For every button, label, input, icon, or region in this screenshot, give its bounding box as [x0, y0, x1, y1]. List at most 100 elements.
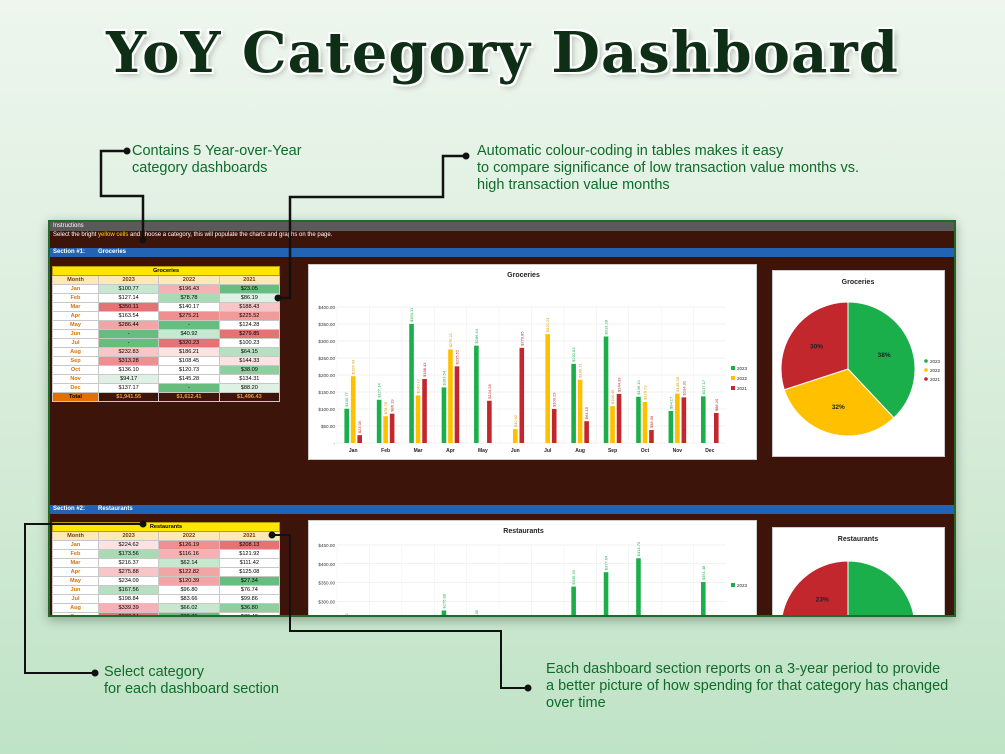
legend-swatch: [731, 366, 735, 370]
data-label: $279.85: [519, 331, 524, 346]
bar: [350, 376, 356, 443]
bar: [700, 396, 706, 443]
legend-label: 2023: [737, 583, 748, 588]
x-tick-label: Jun: [511, 448, 520, 454]
data-label: $377.64: [604, 555, 609, 570]
data-label: $186.21: [578, 362, 583, 377]
legend-swatch: [924, 368, 928, 372]
value-cell: $286.44: [97, 320, 160, 330]
data-label: $275.88: [441, 593, 446, 608]
month-cell: Feb: [52, 293, 99, 303]
year-header: 2023: [97, 531, 160, 541]
value-cell: $232.83: [97, 347, 160, 357]
y-tick-label: -: [333, 441, 335, 446]
table-row: Mar $216.37 $62.14 $111.42: [52, 558, 281, 568]
table-row: Nov $94.17 $145.28 $134.31: [52, 374, 281, 384]
legend-swatch: [731, 376, 735, 380]
bar: [344, 408, 350, 443]
value-cell: $83.66: [158, 594, 220, 604]
value-cell: $36.80: [218, 603, 281, 613]
data-label: $136.10: [636, 379, 641, 394]
value-cell: $196.43: [158, 284, 220, 294]
data-label: $120.73: [642, 385, 647, 400]
value-cell: $70.42: [218, 612, 281, 615]
value-cell: $234.09: [97, 576, 160, 586]
value-cell: $40.92: [158, 329, 220, 339]
value-cell: $225.52: [218, 311, 281, 321]
bar: [389, 413, 395, 443]
x-tick-label: Mar: [414, 448, 423, 454]
section-2-bar: Section #2: Restaurants: [50, 505, 954, 514]
data-label: $145.28: [675, 376, 680, 391]
data-label: $137.17: [701, 379, 706, 394]
value-cell: $121.92: [218, 549, 281, 559]
value-cell: $124.28: [218, 320, 281, 330]
data-label: $64.15: [584, 406, 589, 419]
chart-title: Restaurants: [503, 528, 544, 535]
value-cell: $100.23: [218, 338, 281, 348]
value-cell: $377.64: [97, 612, 160, 615]
y-tick-label: $400.00: [318, 305, 335, 310]
legend-swatch: [731, 583, 735, 587]
value-cell: $99.86: [218, 594, 281, 604]
y-tick-label: $300.00: [318, 599, 335, 604]
month-cell: Nov: [52, 374, 99, 384]
month-cell: Jun: [52, 329, 99, 339]
chart-title: Restaurants: [838, 536, 879, 543]
y-tick-label: $200.00: [318, 373, 335, 378]
data-label: $78.78: [383, 401, 388, 414]
value-cell: $140.17: [158, 302, 220, 312]
table-row: Jul $198.84 $83.66 $99.86: [52, 594, 281, 604]
bar: [512, 429, 518, 443]
x-tick-label: Feb: [381, 448, 390, 454]
table-row: Apr $275.88 $122.82 $125.08: [52, 567, 281, 577]
month-cell: Jul: [52, 338, 99, 348]
groceries-pie-chart: Groceries 38% 32% 30% 2023 2022 2021: [772, 270, 945, 457]
callout-line: over time: [546, 695, 606, 711]
bar: [474, 345, 479, 443]
data-label: $232.83: [571, 347, 576, 362]
value-cell: -: [158, 320, 220, 330]
callout-line: Select category: [104, 664, 204, 680]
legend-label: 2022: [737, 376, 748, 381]
bar: [571, 586, 576, 615]
restaurants-bar-chart: Restaurants$200.00$250.00$300.00$350.00$…: [308, 520, 757, 615]
data-label: $23.05: [357, 420, 362, 433]
data-label: $350.11: [409, 307, 414, 322]
value-cell: $163.54: [97, 311, 160, 321]
category-select-cell[interactable]: Groceries: [52, 266, 280, 276]
callout-three-year: Each dashboard section reports on a 3-ye…: [546, 661, 948, 712]
value-cell: $108.45: [158, 356, 220, 366]
bar: [668, 410, 674, 443]
x-tick-label: Jan: [349, 448, 358, 454]
y-tick-label: $400.00: [318, 562, 335, 567]
value-cell: $137.17: [97, 383, 160, 393]
legend-label: 2023: [930, 359, 941, 364]
table-row: Jun $167.56 $96.80 $76.74: [52, 585, 281, 595]
data-label: $163.54: [441, 370, 446, 385]
value-cell: $275.21: [158, 311, 220, 321]
value-cell: $279.85: [218, 329, 281, 339]
value-cell: -: [97, 338, 160, 348]
month-cell: Mar: [52, 302, 99, 312]
data-label: $38.09: [649, 415, 654, 428]
table-row: Aug $339.39 $66.02 $36.80: [52, 603, 281, 613]
data-label: $313.28: [604, 319, 609, 334]
category-select-cell[interactable]: Restaurants: [52, 522, 280, 532]
bar: [577, 379, 583, 443]
pie-slice: [783, 368, 895, 437]
value-cell: $78.78: [158, 293, 220, 303]
pie-slice: [847, 560, 915, 615]
data-label: $140.17: [416, 378, 421, 393]
data-label: $225.52: [454, 349, 459, 364]
value-cell: $94.17: [97, 374, 160, 384]
data-label: $100.23: [552, 392, 557, 407]
month-header: Month: [52, 275, 99, 285]
callout-line: Each dashboard section reports on a 3-ye…: [546, 661, 941, 677]
value-cell: $122.82: [158, 567, 220, 577]
value-cell: $198.84: [97, 594, 160, 604]
month-header: Month: [52, 531, 99, 541]
bar: [713, 413, 719, 443]
bar: [603, 572, 609, 615]
